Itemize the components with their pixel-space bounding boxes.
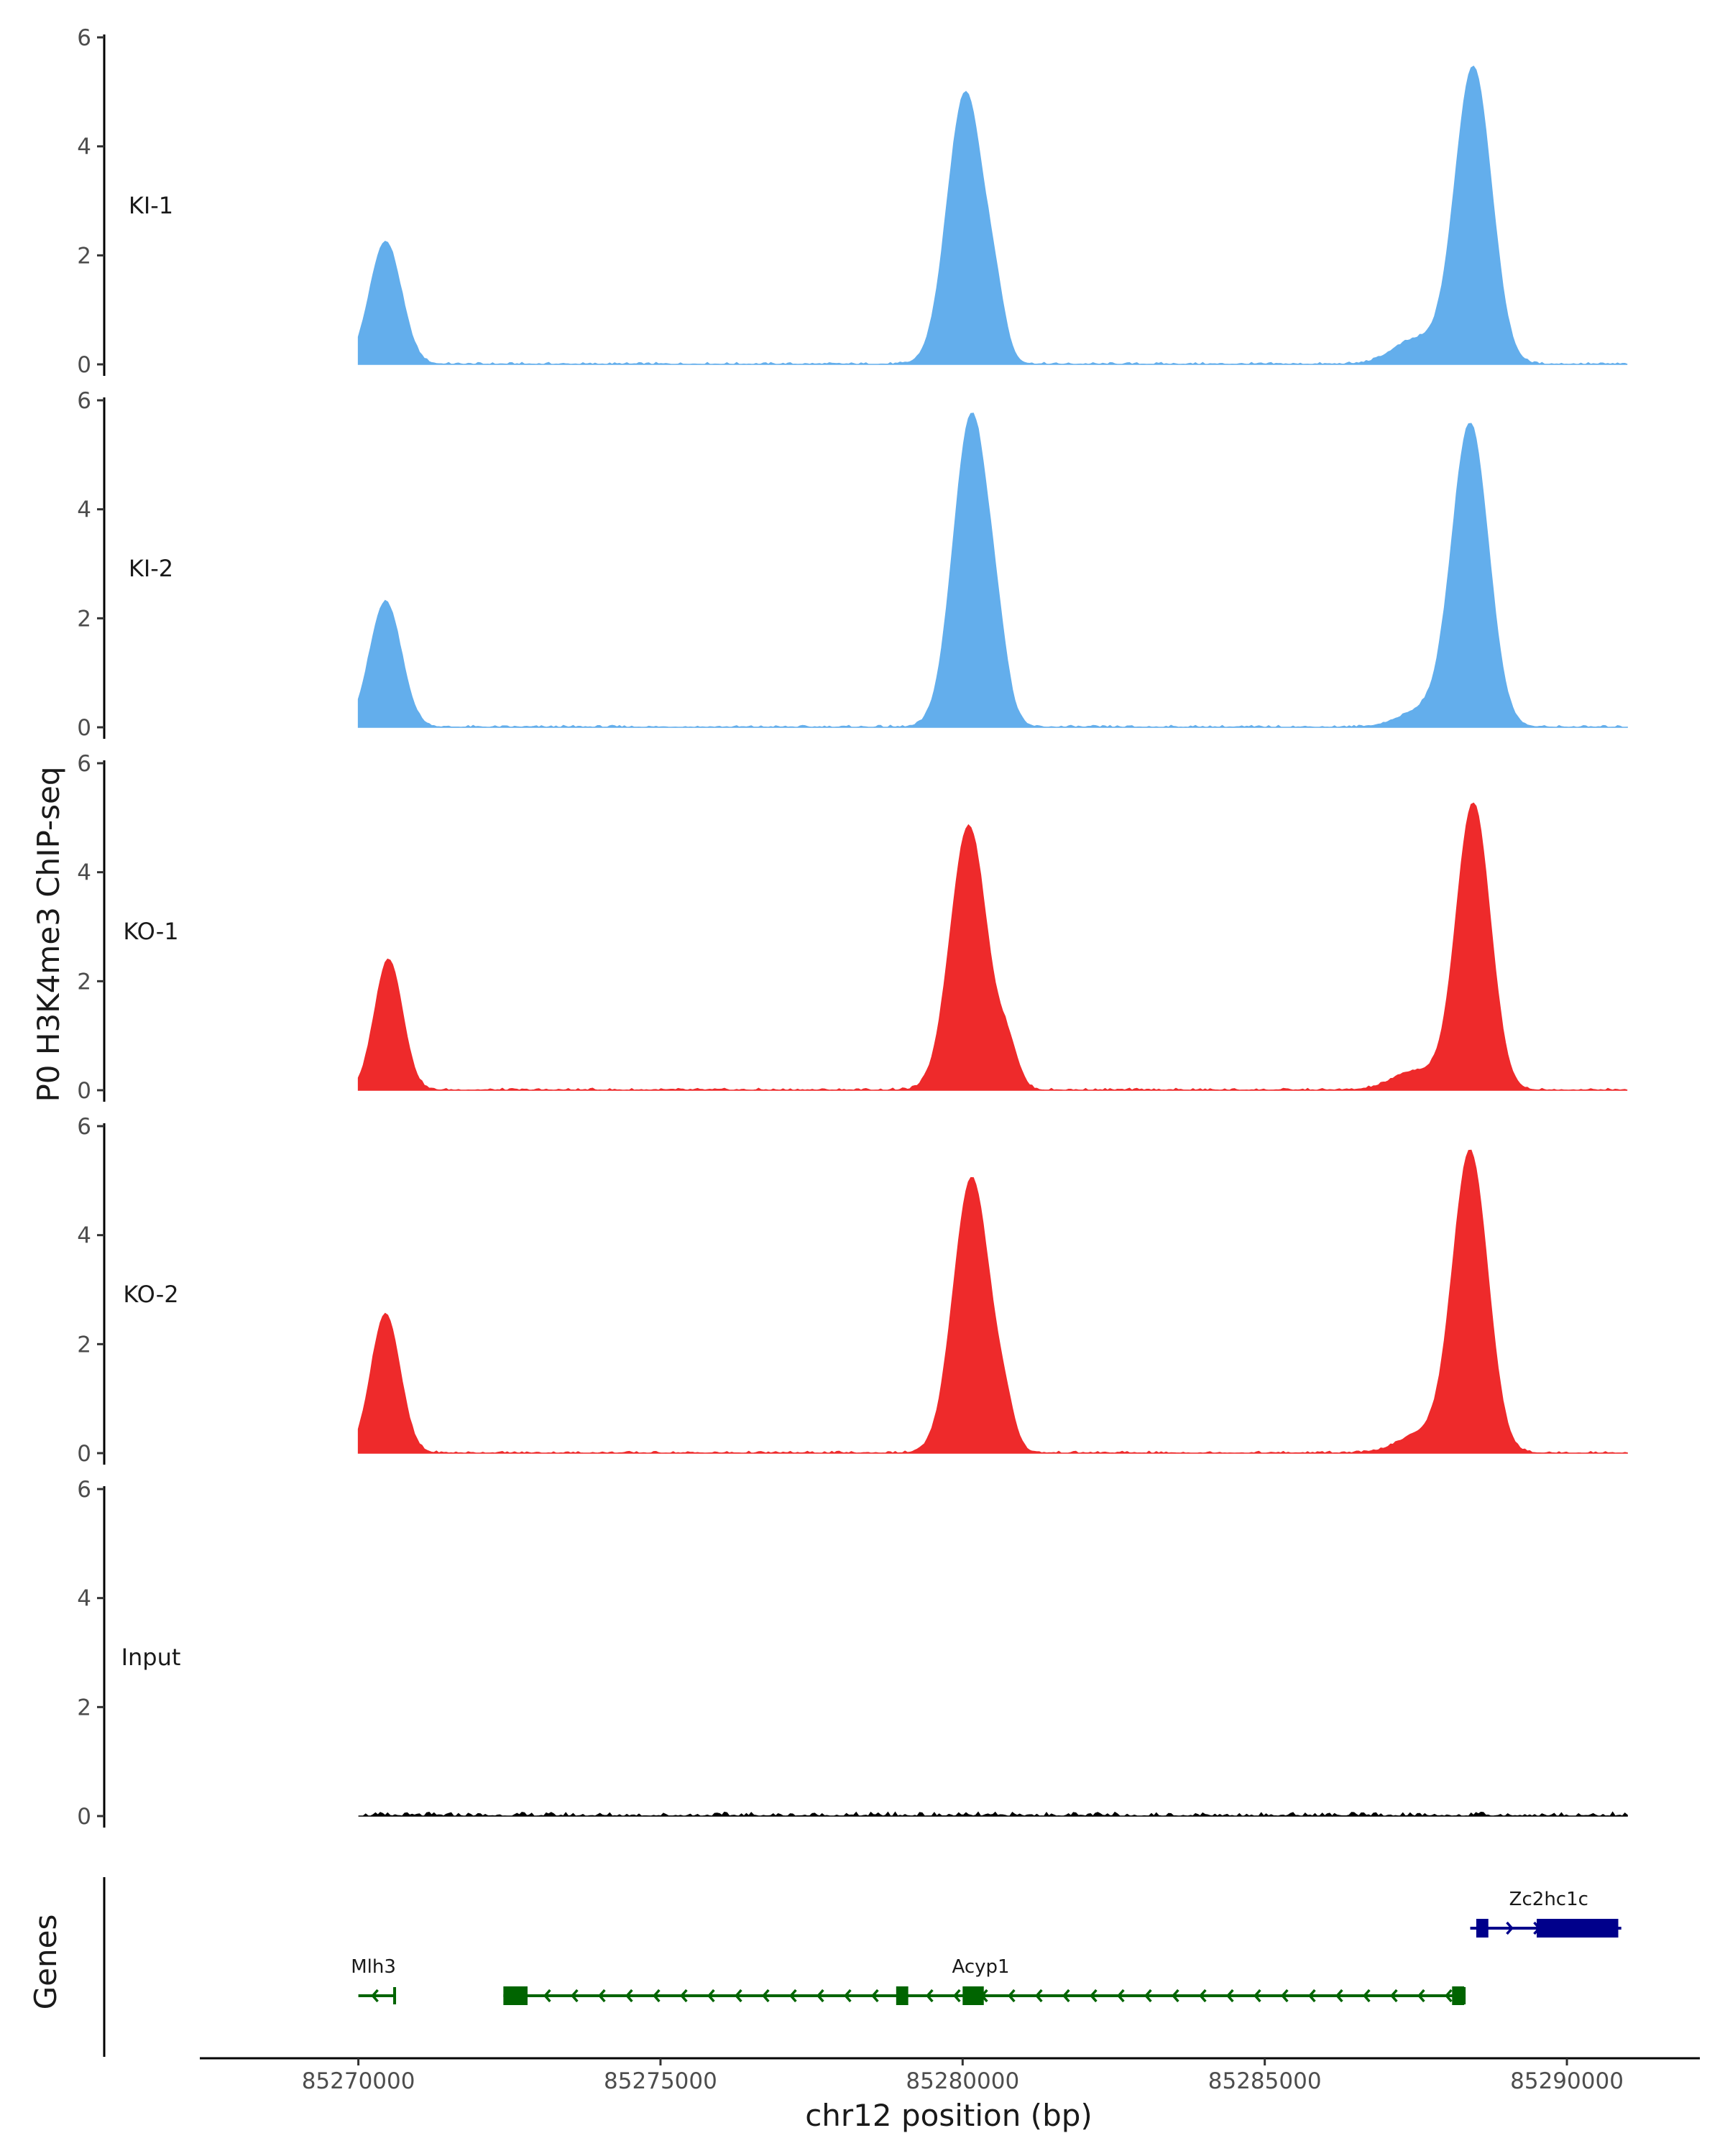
strand-chevron: [1390, 1989, 1398, 2003]
track-label: KI-2: [129, 555, 173, 582]
y-axis-title: P0 H3K4me3 ChIP-seq: [31, 766, 66, 1102]
track-input: 0 2 4 6 Input: [77, 1477, 1628, 1830]
strand-chevron: [371, 1989, 379, 2003]
strand-chevron: [816, 1989, 824, 2003]
strand-chevron: [844, 1989, 852, 2003]
signal-tracks: 0 2 4 6 KI-1 0 2 4 6 KI-2 0 2 4 6 KO-1 0 2 4 6 KO-2 0 2 4 6 Inpu…: [77, 25, 1628, 1830]
strand-chevron: [1090, 1989, 1098, 2003]
y-tick-label: 2: [77, 243, 91, 269]
y-tick-label: 6: [77, 1114, 91, 1140]
strand-chevron: [1172, 1989, 1179, 2003]
gene-acyp1: Acyp1: [503, 1956, 1466, 2005]
strand-chevron: [789, 1989, 797, 2003]
track-label: KI-1: [129, 192, 173, 219]
strand-chevron: [1445, 1989, 1453, 2003]
y-tick-label: 6: [77, 25, 91, 51]
track-ko-2: 0 2 4 6 KO-2: [77, 1114, 1628, 1467]
gene-label: Mlh3: [351, 1956, 396, 1978]
y-tick-label: 0: [77, 1804, 91, 1830]
genes-axis-title: Genes: [28, 1915, 63, 2010]
strand-chevron: [1281, 1989, 1289, 2003]
exon: [1537, 1919, 1619, 1938]
strand-chevron: [871, 1989, 879, 2003]
track-ko-1: 0 2 4 6 KO-1: [77, 751, 1628, 1104]
exon: [962, 1986, 984, 2005]
strand-chevron: [707, 1989, 715, 2003]
x-axis: 85270000 85275000 85280000 85285000 85290000: [200, 2057, 1700, 2094]
exon: [1476, 1919, 1489, 1938]
strand-chevron: [1144, 1989, 1152, 2003]
strand-chevron: [625, 1989, 633, 2003]
y-tick-label: 4: [77, 497, 91, 523]
strand-chevron: [1506, 1921, 1514, 1935]
signal-area: [357, 1149, 1628, 1454]
y-tick-label: 2: [77, 606, 91, 632]
strand-chevron: [1035, 1989, 1043, 2003]
track-label: KO-2: [123, 1281, 178, 1308]
x-tick-label: 85275000: [604, 2068, 717, 2094]
strand-chevron: [735, 1989, 742, 2003]
strand-chevron: [953, 1989, 961, 2003]
gene-mlh3: Mlh3: [351, 1956, 397, 2004]
track-ki-2: 0 2 4 6 KI-2: [77, 388, 1628, 741]
strand-chevron: [1308, 1989, 1316, 2003]
track-label: KO-1: [123, 918, 178, 945]
y-tick-label: 0: [77, 352, 91, 378]
strand-chevron: [1117, 1989, 1125, 2003]
exon: [503, 1986, 528, 2005]
y-tick-label: 0: [77, 715, 91, 741]
strand-chevron: [653, 1989, 661, 2003]
y-tick-label: 6: [77, 1477, 91, 1503]
exon: [1452, 1986, 1465, 2005]
strand-chevron: [926, 1989, 934, 2003]
y-tick-label: 0: [77, 1441, 91, 1467]
gene-track: Mlh3 Acyp1 Zc2hc1c: [103, 1877, 1622, 2057]
x-tick-label: 85290000: [1510, 2068, 1624, 2094]
y-tick-label: 0: [77, 1078, 91, 1104]
strand-chevron: [543, 1989, 551, 2003]
signal-area: [357, 802, 1628, 1091]
y-tick-label: 4: [77, 1586, 91, 1612]
y-tick-label: 4: [77, 1223, 91, 1249]
track-label: Input: [121, 1644, 181, 1671]
y-tick-label: 6: [77, 388, 91, 414]
strand-chevron: [762, 1989, 770, 2003]
strand-chevron: [571, 1989, 579, 2003]
strand-chevron: [680, 1989, 688, 2003]
x-tick-label: 85280000: [906, 2068, 1019, 2094]
x-tick-label: 85285000: [1208, 2068, 1322, 2094]
signal-area: [358, 1811, 1628, 1818]
signal-area: [357, 413, 1628, 728]
strand-chevron: [1199, 1989, 1207, 2003]
strand-chevron: [1254, 1989, 1261, 2003]
signal-area: [357, 65, 1628, 365]
x-axis-title: chr12 position (bp): [805, 2098, 1092, 2133]
strand-chevron: [1008, 1989, 1016, 2003]
x-tick-label: 85270000: [302, 2068, 415, 2094]
strand-chevron: [1363, 1989, 1371, 2003]
y-tick-label: 6: [77, 751, 91, 777]
gene-label: Acyp1: [952, 1956, 1010, 1978]
strand-chevron: [1417, 1989, 1425, 2003]
y-tick-label: 2: [77, 1695, 91, 1720]
strand-chevron: [1062, 1989, 1070, 2003]
y-tick-label: 4: [77, 134, 91, 160]
y-tick-label: 4: [77, 860, 91, 886]
strand-chevron: [1226, 1989, 1234, 2003]
exon: [896, 1986, 908, 2005]
strand-chevron: [598, 1989, 606, 2003]
gene-label: Zc2hc1c: [1509, 1889, 1588, 1910]
y-tick-label: 2: [77, 1332, 91, 1358]
track-ki-1: 0 2 4 6 KI-1: [77, 25, 1628, 378]
strand-chevron: [1335, 1989, 1343, 2003]
y-tick-label: 2: [77, 969, 91, 995]
gene-zc2hc1c: Zc2hc1c: [1470, 1889, 1622, 1938]
